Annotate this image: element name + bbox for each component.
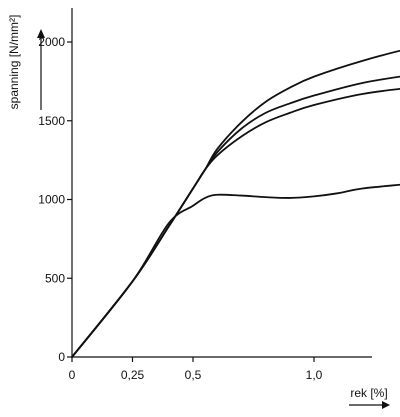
y-tick-label: 1000	[38, 193, 65, 207]
curve-fep-1770	[71, 75, 400, 358]
curve-fep-1670	[71, 87, 400, 358]
x-tick-label: 1,0	[306, 368, 323, 382]
x-axis-direction-arrow-head	[382, 401, 390, 409]
x-tick-label: 0,25	[121, 368, 145, 382]
axes	[37, 8, 390, 409]
y-axis-direction-arrow-head	[37, 29, 45, 38]
curves	[71, 49, 400, 358]
y-tick-label: 500	[45, 271, 65, 285]
y-tick-label: 1500	[38, 114, 65, 128]
y-tick-label: 0	[58, 350, 65, 364]
curve-fep-1860	[71, 49, 400, 358]
x-axis-label: rek [%]	[350, 386, 387, 400]
x-tick-label: 0,5	[185, 368, 202, 382]
x-tick-label: 0	[69, 368, 76, 382]
y-axis-label: spanning [N/mm²]	[7, 15, 21, 110]
y-tick-label: 2000	[38, 35, 65, 49]
curve-fep-1030	[71, 183, 400, 358]
